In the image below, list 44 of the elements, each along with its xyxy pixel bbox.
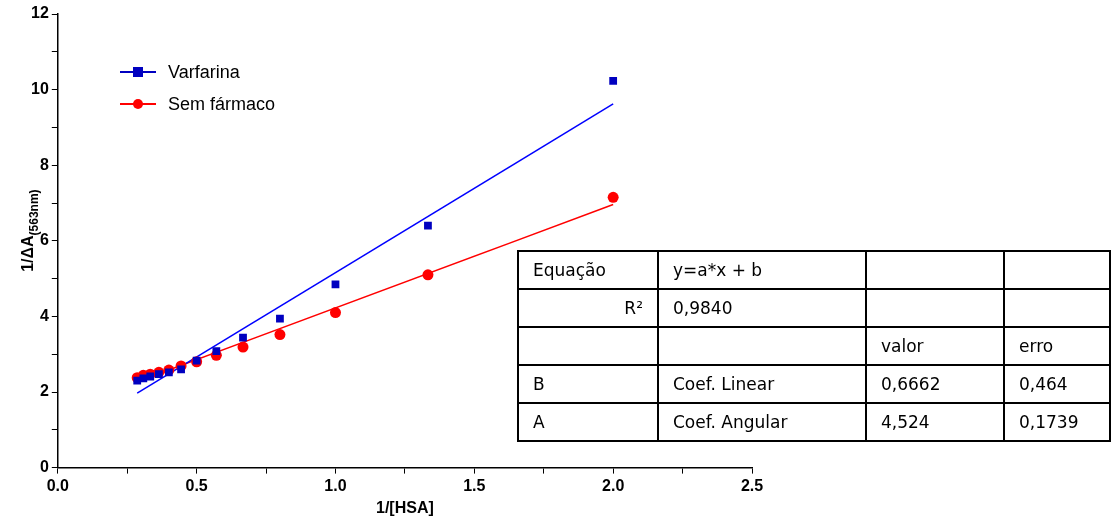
annotation: R² [518,289,658,327]
point [424,221,432,230]
y-tick-label: 2 [39,382,49,400]
y-tick-label: 4 [39,306,49,324]
x-tick-label: 0.5 [185,476,208,494]
text: 0,1739 [1019,412,1079,432]
point [239,333,247,342]
point [607,191,619,203]
point [146,372,155,381]
text: erro [1019,336,1054,356]
annotation: Coef. Angular [658,403,866,441]
point [274,329,286,341]
annotation: y=a*x + b [658,251,866,289]
text: 0,6662 [881,374,941,394]
point [276,314,284,323]
point [237,341,249,353]
x-tick-label: 2.0 [602,476,625,494]
text: valor [881,336,924,356]
legend-label: Varfarina [168,61,240,83]
point [609,77,618,85]
point [329,307,341,319]
annotation: 0,9840 [658,289,866,327]
point [212,347,221,356]
annotation: B [518,365,658,403]
text: 4,524 [881,412,930,432]
legend-label: Sem fármaco [168,93,276,115]
x-tick-label: 1.5 [463,476,486,494]
annotation: A [518,403,658,441]
point [154,370,163,379]
text: 0,464 [1019,374,1068,394]
point [331,280,340,289]
y-tick-label: 0 [39,458,49,476]
point [422,269,434,281]
x-axis-title: 1/[HSA] [376,498,434,516]
x-tick-label: 0.0 [46,476,70,494]
annotation: Equação [518,251,658,289]
y-tick-label: 8 [39,155,49,173]
y-tick-label: 12 [31,4,49,22]
y-tick-label: 10 [31,80,49,98]
x-tick-label: 2.5 [740,476,764,494]
x-tick-label: 1.0 [324,476,347,494]
point [177,365,185,374]
point [164,368,173,377]
annotation: Coef. Linear [658,365,866,403]
